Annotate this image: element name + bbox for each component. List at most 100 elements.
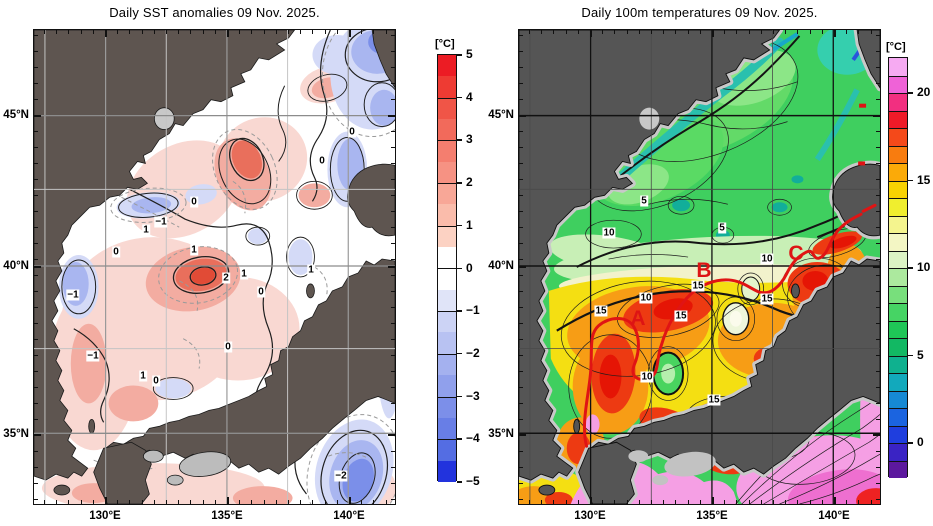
frame-tick-major — [518, 266, 526, 268]
frame-tick — [518, 99, 523, 100]
frame-tick — [876, 131, 881, 132]
frame-tick — [518, 51, 523, 52]
contour-label: −1 — [154, 216, 168, 228]
x-axis-label: 140°E — [333, 510, 365, 522]
frame-tick — [33, 387, 38, 388]
frame-tick-major — [33, 266, 41, 268]
frame-tick — [553, 500, 555, 505]
colorbar-tick — [457, 395, 462, 398]
colorbar-segment — [438, 225, 456, 248]
colorbar-tick-label: 2 — [466, 175, 473, 190]
contour-label: 10 — [639, 292, 653, 304]
colorbar-segment — [889, 163, 907, 181]
colorbar-segment — [889, 373, 907, 391]
frame-tick — [518, 451, 523, 452]
frame-tick — [33, 499, 38, 500]
colorbar-segment — [438, 183, 456, 205]
frame-tick — [870, 500, 872, 505]
frame-tick — [518, 355, 523, 356]
colorbar-tick-label: 15 — [917, 172, 931, 187]
colorbar-segment — [889, 390, 907, 408]
frame-tick — [33, 259, 38, 260]
colorbar-segment — [889, 250, 907, 268]
frame-tick — [391, 83, 396, 84]
frame-tick — [518, 227, 523, 228]
frame-tick — [239, 29, 241, 34]
frame-tick — [391, 387, 396, 388]
frame-tick — [785, 29, 787, 34]
frame-tick — [385, 500, 387, 505]
colorbar-segment — [438, 161, 456, 184]
frame-tick-major — [227, 497, 229, 505]
contour-label: 10 — [640, 371, 654, 383]
colorbar-segment — [438, 375, 456, 397]
temperature-100m-labels-layer: 10 5 5 10 10 15 15 15 15 10 15 A B C — [519, 30, 880, 504]
colorbar-segment — [438, 55, 456, 77]
contour-label: 15 — [674, 310, 688, 322]
frame-tick — [518, 339, 523, 340]
frame-tick — [33, 275, 38, 276]
colorbar-segment — [438, 204, 456, 226]
frame-tick — [166, 29, 167, 34]
frame-tick — [92, 29, 94, 34]
colorbar-segment — [889, 110, 907, 128]
frame-tick — [876, 467, 881, 468]
colorbar-segment — [889, 303, 907, 321]
colorbar-tick-label: −3 — [466, 388, 480, 403]
frame-tick — [773, 29, 774, 34]
frame-tick — [33, 83, 38, 84]
frame-tick — [33, 99, 38, 100]
colorbar-tick-label: 4 — [466, 89, 473, 104]
current-marker-C: C — [788, 242, 804, 265]
frame-tick — [391, 499, 396, 500]
frame-tick — [553, 29, 555, 34]
frame-tick — [391, 67, 396, 68]
frame-tick-major — [518, 434, 526, 436]
y-axis-label: 40°N — [488, 260, 514, 272]
temperature-100m-map-graphic — [519, 30, 880, 504]
colorbar-segment — [438, 140, 456, 162]
frame-tick — [748, 500, 750, 505]
frame-tick — [33, 131, 38, 132]
frame-tick — [638, 29, 640, 34]
contour-label: 0 — [224, 341, 232, 353]
colorbar-tick — [908, 354, 913, 356]
contour-label: 5 — [640, 195, 648, 207]
frame-tick — [33, 467, 38, 468]
contour-label: 0 — [112, 246, 120, 258]
frame-tick — [541, 500, 543, 505]
contour-label: 0 — [318, 155, 326, 167]
frame-tick — [876, 147, 881, 148]
frame-tick — [288, 500, 289, 505]
frame-tick — [518, 387, 523, 388]
frame-tick — [33, 147, 38, 148]
x-axis-label: 130°E — [89, 510, 121, 522]
frame-tick-major — [105, 29, 107, 37]
frame-tick — [858, 500, 860, 505]
frame-tick — [651, 29, 652, 34]
frame-tick — [214, 500, 216, 505]
frame-tick — [518, 83, 523, 84]
frame-tick — [391, 243, 396, 244]
frame-tick — [361, 29, 363, 34]
frame-tick — [675, 500, 677, 505]
land-left — [34, 30, 395, 504]
colorbar-segment — [889, 128, 907, 146]
frame-tick — [876, 179, 881, 180]
colorbar-tick-label: −1 — [466, 303, 480, 318]
y-axis-label: 45°N — [488, 109, 514, 121]
colorbar-tick — [457, 438, 462, 440]
frame-tick — [33, 483, 38, 484]
frame-tick — [724, 500, 726, 505]
colorbar-tick — [457, 224, 462, 227]
frame-tick-major — [349, 29, 351, 37]
current-marker-A: A — [630, 307, 646, 330]
frame-tick — [33, 179, 38, 180]
frame-tick — [324, 500, 326, 505]
negative-anomaly-blobs — [58, 30, 395, 504]
colorbar-tick — [908, 179, 913, 181]
frame-tick — [33, 339, 38, 340]
frame-tick — [33, 67, 38, 68]
frame-tick — [876, 227, 881, 228]
frame-tick — [809, 500, 811, 505]
